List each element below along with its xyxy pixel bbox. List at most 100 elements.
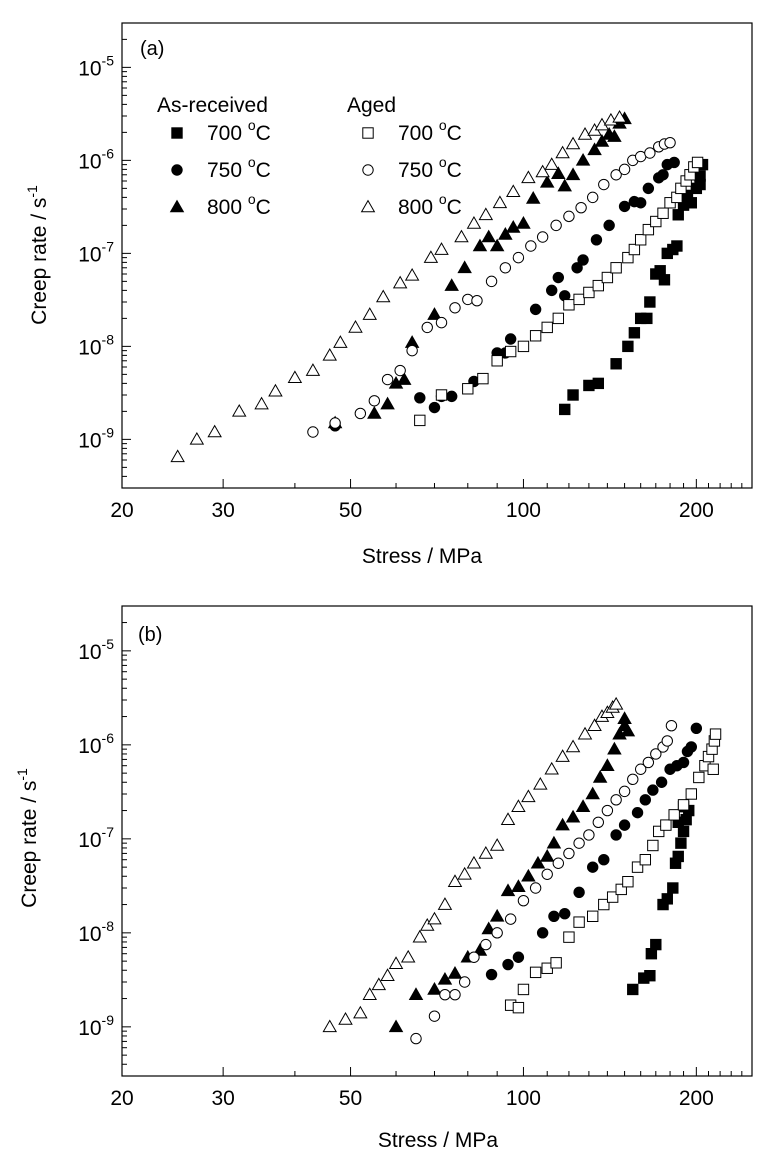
data-point-open-circle [491, 927, 503, 939]
legend: As-received Aged 700 oC 750 oC 800 oC 700 o… [157, 94, 462, 219]
data-point-open-triangle [434, 242, 449, 255]
data-point-open-circle [480, 938, 492, 951]
data-point-open-square [628, 243, 641, 256]
data-point-open-circle [394, 364, 406, 377]
data-point-open-triangle [392, 275, 408, 289]
data-point-open-circle [458, 976, 471, 988]
data-point-filled-circle [548, 910, 560, 922]
data-point-open-triangle [388, 956, 404, 969]
svg-text:Creep rate / s-1: Creep rate / s-1 [14, 768, 41, 908]
data-point-filled-triangle [594, 133, 610, 147]
data-point-filled-triangle [620, 723, 636, 737]
data-point-filled-circle [571, 262, 583, 274]
y-tick-label: 10-6 [78, 730, 114, 758]
data-point-filled-triangle [489, 238, 505, 252]
data-point-open-circle [406, 344, 418, 357]
x-tick-label: 30 [211, 499, 234, 522]
data-point-open-triangle [371, 977, 387, 991]
data-point-open-square [592, 279, 605, 292]
data-point-filled-circle [512, 951, 525, 963]
data-point-filled-triangle [457, 260, 472, 274]
legend-label: 800 oC [207, 191, 271, 219]
data-point-filled-circle [573, 886, 585, 899]
legend-marker-filled-triangle [169, 199, 185, 213]
data-point-open-triangle [555, 145, 570, 159]
data-point-open-circle [525, 240, 537, 252]
data-point-filled-triangle [565, 809, 581, 823]
axes-ticks-a: 20 30 50 100 200 10-9 10-8 10-7 10-6 10-5 [78, 38, 753, 522]
data-point-filled-square [650, 938, 662, 951]
data-point-open-triangle [338, 1011, 353, 1025]
data-point-filled-triangle [617, 711, 632, 724]
data-point-filled-triangle [506, 220, 521, 233]
data-point-open-square [631, 861, 644, 873]
data-point-filled-triangle [489, 908, 505, 922]
data-point-open-triangle [521, 789, 536, 803]
data-point-open-triangle [400, 949, 416, 963]
data-point-filled-square [583, 379, 595, 392]
y-axis-title-text-a: Creep rate / s [28, 198, 51, 325]
data-point-open-circle [665, 719, 678, 732]
data-point-open-triangle [207, 424, 222, 438]
y-axis-title-a: Creep rate / s-1 [24, 185, 51, 325]
data-point-open-square [541, 321, 553, 334]
data-point-open-square [529, 966, 542, 979]
data-point-open-triangle [362, 987, 378, 1000]
data-point-filled-square [622, 340, 634, 353]
data-point-open-square [615, 883, 627, 896]
data-point-filled-triangle [380, 396, 395, 410]
data-point-open-circle [592, 816, 605, 828]
data-point-open-square [414, 414, 426, 427]
data-point-open-square [573, 916, 585, 928]
data-point-open-circle [512, 251, 525, 264]
data-point-filled-square [667, 882, 679, 894]
data-point-filled-circle [618, 200, 631, 213]
legend-marker-filled-square [171, 127, 183, 139]
data-point-filled-triangle [575, 799, 591, 812]
data-point-open-triangle [412, 929, 428, 943]
legend-label: 700 oC [398, 117, 462, 145]
legend-marker-open-circle [362, 164, 374, 176]
data-point-open-triangle [577, 127, 593, 140]
data-point-filled-triangle [516, 215, 531, 229]
data-point-open-circle [307, 426, 319, 438]
data-point-open-square [677, 799, 690, 811]
y-tick-label: 10-9 [78, 424, 114, 452]
data-point-filled-triangle [388, 1019, 404, 1033]
data-point-filled-circle [586, 861, 599, 873]
data-point-open-square [691, 156, 704, 169]
data-point-open-circle [381, 373, 394, 386]
data-point-open-square [573, 293, 585, 306]
data-point-open-triangle [305, 363, 321, 376]
data-point-filled-circle [536, 927, 549, 939]
data-point-open-square [583, 286, 595, 299]
panel-label-a: (a) [140, 38, 164, 60]
data-point-filled-triangle [587, 142, 602, 156]
data-point-filled-circle [690, 722, 703, 734]
data-point-open-square [435, 389, 448, 401]
data-point-open-circle [499, 262, 512, 274]
data-point-open-circle [354, 407, 367, 420]
data-point-filled-circle [618, 819, 631, 831]
data-point-open-square [639, 854, 652, 866]
data-point-open-triangle [454, 229, 469, 243]
data-point-open-circle [410, 1032, 422, 1045]
plot-frame-b [121, 605, 753, 1077]
legend-label: 750 oC [207, 154, 271, 182]
data-point-filled-circle [428, 401, 441, 414]
data-point-open-square [504, 345, 517, 358]
x-tick-label: 50 [339, 499, 362, 522]
data-point-open-triangle [375, 289, 391, 303]
y-tick-label: 10-8 [78, 918, 114, 946]
data-point-filled-triangle [447, 966, 463, 979]
data-point-open-circle [618, 163, 631, 176]
x-tick-label: 30 [211, 1087, 234, 1110]
data-point-open-circle [485, 275, 498, 288]
data-point-open-circle [435, 316, 448, 329]
data-point-open-circle [563, 847, 575, 860]
data-point-filled-circle [504, 333, 517, 345]
data-point-open-triangle [492, 195, 508, 209]
data-point-filled-triangle [530, 855, 546, 869]
data-point-filled-triangle [408, 987, 424, 1000]
